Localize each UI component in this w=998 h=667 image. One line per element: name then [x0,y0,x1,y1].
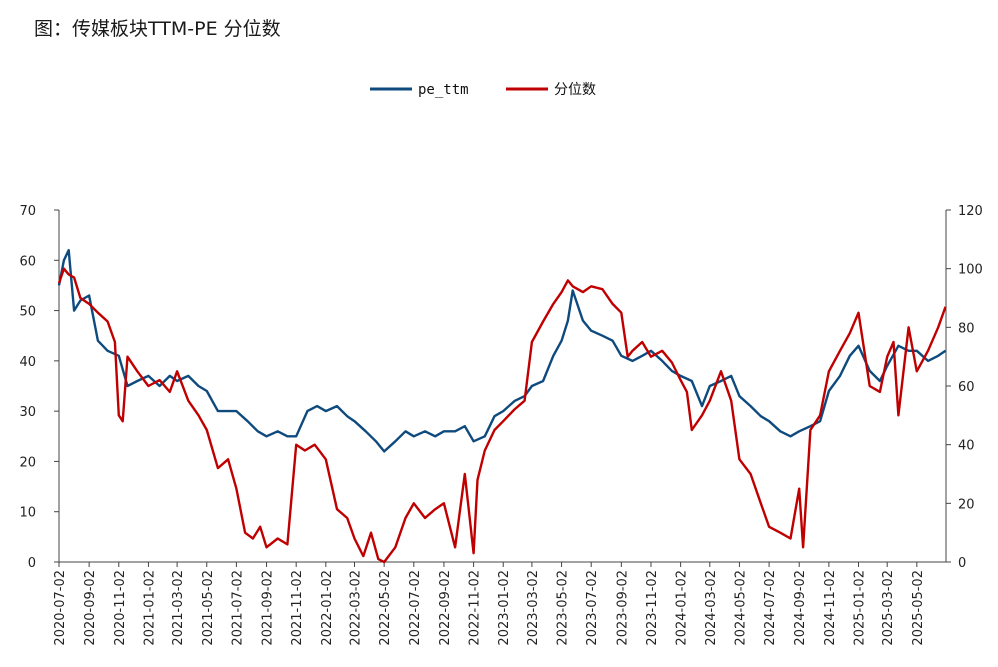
x-tick-label: 2021-11-02 [290,570,305,646]
x-tick-label: 2024-05-02 [733,570,748,646]
axes: 0 10 20 30 40 50 60 70 0 20 40 60 80 100 120 2020-07-02… [19,204,982,646]
right-tick-label: 80 [958,321,975,336]
left-tick-label: 0 [28,556,36,571]
x-tick-label: 2023-03-02 [526,570,541,646]
x-tick-label: 2021-09-02 [261,570,276,646]
x-tick-label: 2024-09-02 [793,570,808,646]
x-tick-label: 2022-05-02 [378,570,393,646]
right-tick-label: 100 [958,263,983,278]
left-tick-label: 20 [19,455,36,470]
x-tick-label: 2021-05-02 [201,570,216,646]
right-tick-label: 0 [958,556,966,571]
right-tick-label: 60 [958,380,975,395]
series-line-percentile [57,267,947,564]
x-tick-label: 2022-09-02 [438,570,453,646]
left-tick-label: 50 [19,305,36,320]
x-tick-label: 2020-09-02 [83,570,98,646]
page-title: 图：传媒板块TTM-PE 分位数 [34,18,281,40]
x-tick-label: 2022-11-02 [468,570,483,646]
x-tick-label: 2025-05-02 [911,570,926,646]
x-tick-label: 2024-03-02 [704,570,719,646]
x-tick-label: 2023-09-02 [615,570,630,646]
x-tick-label: 2020-11-02 [113,570,128,646]
x-tick-label: 2022-07-02 [408,570,423,646]
x-tick-label: 2022-03-02 [349,570,364,646]
x-tick-label: 2021-07-02 [230,570,245,646]
right-tick-label: 20 [958,497,975,512]
x-tick-label: 2023-05-02 [556,570,571,646]
x-tick-label: 2024-01-02 [675,570,690,646]
x-tick-label: 2023-01-02 [497,570,512,646]
x-tick-label: 2025-01-02 [853,570,868,646]
right-tick-label: 120 [958,204,983,219]
x-tick-label: 2024-07-02 [763,570,778,646]
x-tick-label: 2021-01-02 [142,570,157,646]
left-tick-label: 70 [19,204,36,219]
x-tick-label: 2023-07-02 [585,570,600,646]
left-tick-label: 60 [19,254,36,269]
x-tick-label: 2025-03-02 [881,570,896,646]
x-tick-label: 2021-03-02 [171,570,186,646]
series-line-pe-ttm [57,249,947,453]
legend: pe_ttm 分位数 [370,82,596,98]
legend-label-pe-ttm: pe_ttm [418,82,469,98]
x-tick-label: 2022-01-02 [320,570,335,646]
legend-label-percentile: 分位数 [554,82,596,98]
plot-area [57,249,947,564]
left-tick-label: 40 [19,355,36,370]
right-tick-label: 40 [958,439,975,454]
x-tick-label: 2020-07-02 [53,570,68,646]
left-tick-label: 30 [19,405,36,420]
x-tick-label: 2023-11-02 [645,570,660,646]
left-tick-label: 10 [19,506,36,521]
x-tick-label: 2024-11-02 [823,570,838,646]
